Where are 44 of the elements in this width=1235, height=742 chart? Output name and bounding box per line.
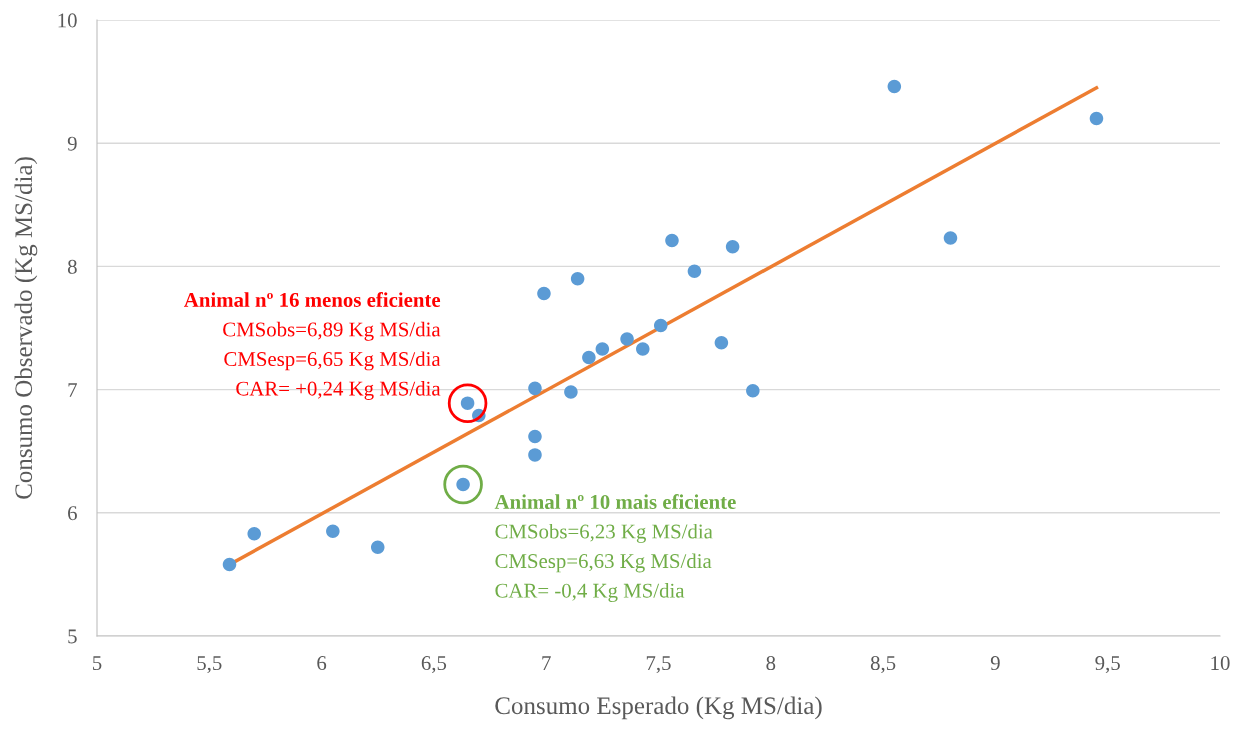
- point: [222, 557, 237, 572]
- point: [665, 233, 679, 248]
- point: [1089, 111, 1104, 126]
- y-axis-title: Consumo Observado (Kg MS/dia): [14, 157, 38, 499]
- y-tick-label: 6: [68, 506, 77, 521]
- annotation: Animal nº 10 mais eficiente CMSobs=6,23 Kg MS/dia CMSesp=6,63 Kg MS/dia CAR= -0,4 Kg MS/dia: [494, 494, 736, 602]
- annotation: Animal nº 16 menos eficiente CMSobs=6,89 Kg MS/dia CMSesp=6,65 Kg MS/dia CAR= +0,24 Kg MS/dia: [184, 292, 441, 400]
- point: [887, 79, 902, 94]
- x-tick-label: 9: [990, 656, 1000, 671]
- point: [714, 336, 729, 350]
- point: [247, 526, 261, 541]
- x-axis-title: Consumo Esperado (Kg MS/dia): [495, 696, 822, 720]
- x-tick-label: 9,5: [1095, 656, 1120, 674]
- point: [564, 385, 578, 399]
- point: [653, 318, 668, 333]
- x-tick-label: 7,5: [646, 656, 671, 674]
- point: [620, 332, 634, 346]
- y-tick-label: 5: [68, 629, 77, 644]
- y-tick-label: 7: [68, 383, 77, 397]
- y-tick-label: 9: [67, 136, 77, 151]
- point: [582, 350, 596, 365]
- x-tick-label: 8: [766, 656, 776, 671]
- point: [595, 342, 610, 356]
- point: [528, 429, 542, 444]
- x-tick-label: 5: [93, 656, 102, 671]
- point: [326, 524, 340, 539]
- point: [570, 271, 585, 286]
- point: [528, 448, 542, 462]
- x-tick-label: 8,5: [870, 656, 896, 674]
- y-tick-label: 8: [67, 259, 77, 274]
- point: [537, 286, 551, 301]
- point: [687, 264, 702, 279]
- x-tick-label: 10: [1211, 656, 1230, 671]
- point: [528, 381, 542, 396]
- point: [943, 231, 958, 245]
- point: [370, 540, 385, 555]
- x-tick-label: 5,5: [197, 656, 222, 674]
- point: [636, 342, 650, 356]
- point: [746, 384, 760, 398]
- point: [725, 239, 740, 254]
- x-tick-label: 7: [542, 656, 551, 670]
- x-tick-label: 6,5: [421, 656, 447, 674]
- x-tick-label: 6: [317, 656, 327, 671]
- y-tick-label: 10: [58, 13, 77, 28]
